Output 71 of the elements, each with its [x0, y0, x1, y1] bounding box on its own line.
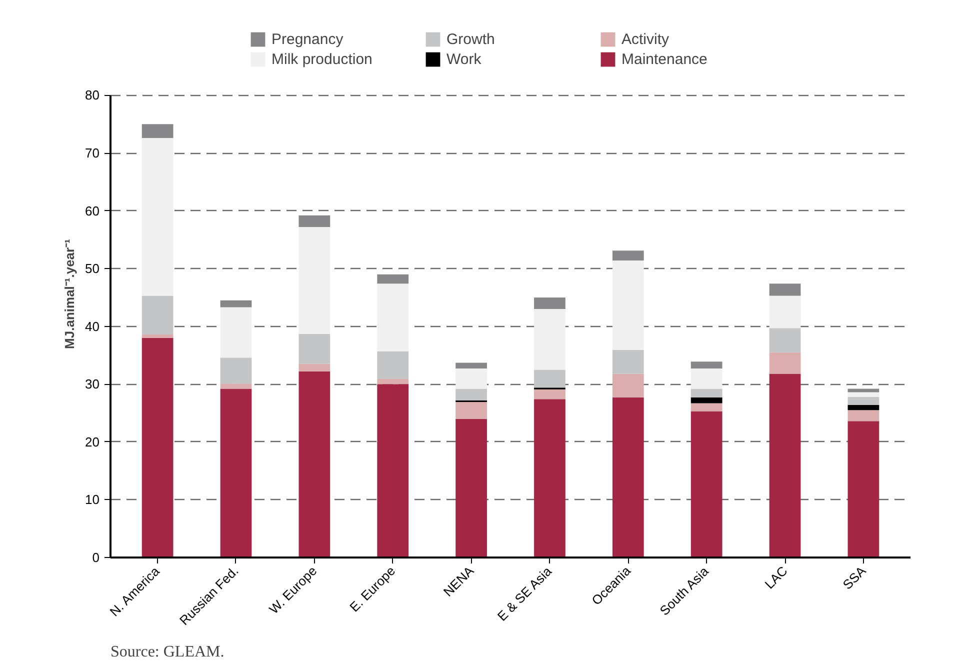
- bar: [298, 215, 330, 227]
- bar: [690, 397, 722, 404]
- bar: [534, 389, 566, 400]
- bar: [612, 260, 644, 350]
- bar: [612, 250, 644, 260]
- bar: [769, 296, 801, 328]
- bar: [848, 404, 880, 410]
- y-tick-label: 40: [85, 318, 100, 334]
- bar: [142, 334, 174, 338]
- bar: [142, 124, 174, 138]
- bar: [534, 370, 566, 388]
- x-tick-label: LAC: [762, 563, 790, 592]
- bar: [769, 374, 801, 558]
- legend-label: Work: [446, 50, 482, 68]
- bar: [848, 421, 880, 558]
- y-tick-label: 30: [85, 376, 100, 392]
- bar: [298, 364, 330, 372]
- legend-label: Milk production: [272, 50, 374, 68]
- bar: [220, 384, 252, 389]
- legend-label: Maintenance: [622, 50, 708, 68]
- y-tick-label: 0: [92, 550, 100, 565]
- legend-label: Pregnancy: [272, 30, 344, 48]
- bar: [612, 374, 644, 398]
- source-note: Source: GLEAM.: [110, 644, 224, 660]
- y-tick-label: 10: [85, 492, 100, 508]
- bar: [220, 300, 252, 308]
- bar: [142, 138, 174, 296]
- bar: [848, 410, 880, 422]
- bar: [690, 362, 722, 369]
- bar: [377, 384, 409, 558]
- bar: [534, 297, 566, 310]
- bar: [848, 392, 880, 397]
- bar: [220, 388, 252, 558]
- bar: [456, 402, 487, 419]
- bar: [690, 388, 722, 398]
- bar: [377, 378, 409, 384]
- bar: [220, 307, 252, 358]
- bar: [456, 388, 487, 400]
- bar: [690, 368, 722, 389]
- bar: [690, 403, 722, 412]
- bar: [769, 284, 801, 296]
- bar: [220, 358, 252, 384]
- y-tick-label: 50: [85, 261, 100, 276]
- bar: [769, 352, 801, 374]
- y-tick-label: 20: [85, 434, 100, 450]
- bar: [612, 397, 644, 558]
- bar: [690, 411, 722, 558]
- y-tick-label: 60: [85, 203, 100, 218]
- bar: [298, 371, 330, 558]
- bar: [456, 418, 487, 558]
- bar: [456, 362, 487, 369]
- bar: [142, 338, 174, 558]
- bar: [142, 296, 174, 334]
- bar: [534, 399, 566, 558]
- y-axis-title: MJ.animal⁻¹.year⁻¹: [62, 239, 78, 349]
- bar: [534, 309, 566, 370]
- bar: [612, 350, 644, 374]
- bar: [848, 396, 880, 405]
- bar: [456, 368, 487, 389]
- x-tick-label: SSA: [840, 562, 869, 592]
- y-tick-label: 80: [85, 88, 100, 103]
- bar: [377, 274, 409, 284]
- bar: [377, 284, 409, 352]
- bar: [298, 226, 330, 334]
- bar: [298, 334, 330, 364]
- bar: [769, 328, 801, 352]
- y-tick-label: 70: [85, 146, 100, 161]
- legend-label: Activity: [622, 30, 670, 48]
- legend-label: Growth: [446, 30, 496, 48]
- bar: [377, 351, 409, 379]
- x-tick-label: E & SE Asia: [494, 563, 556, 624]
